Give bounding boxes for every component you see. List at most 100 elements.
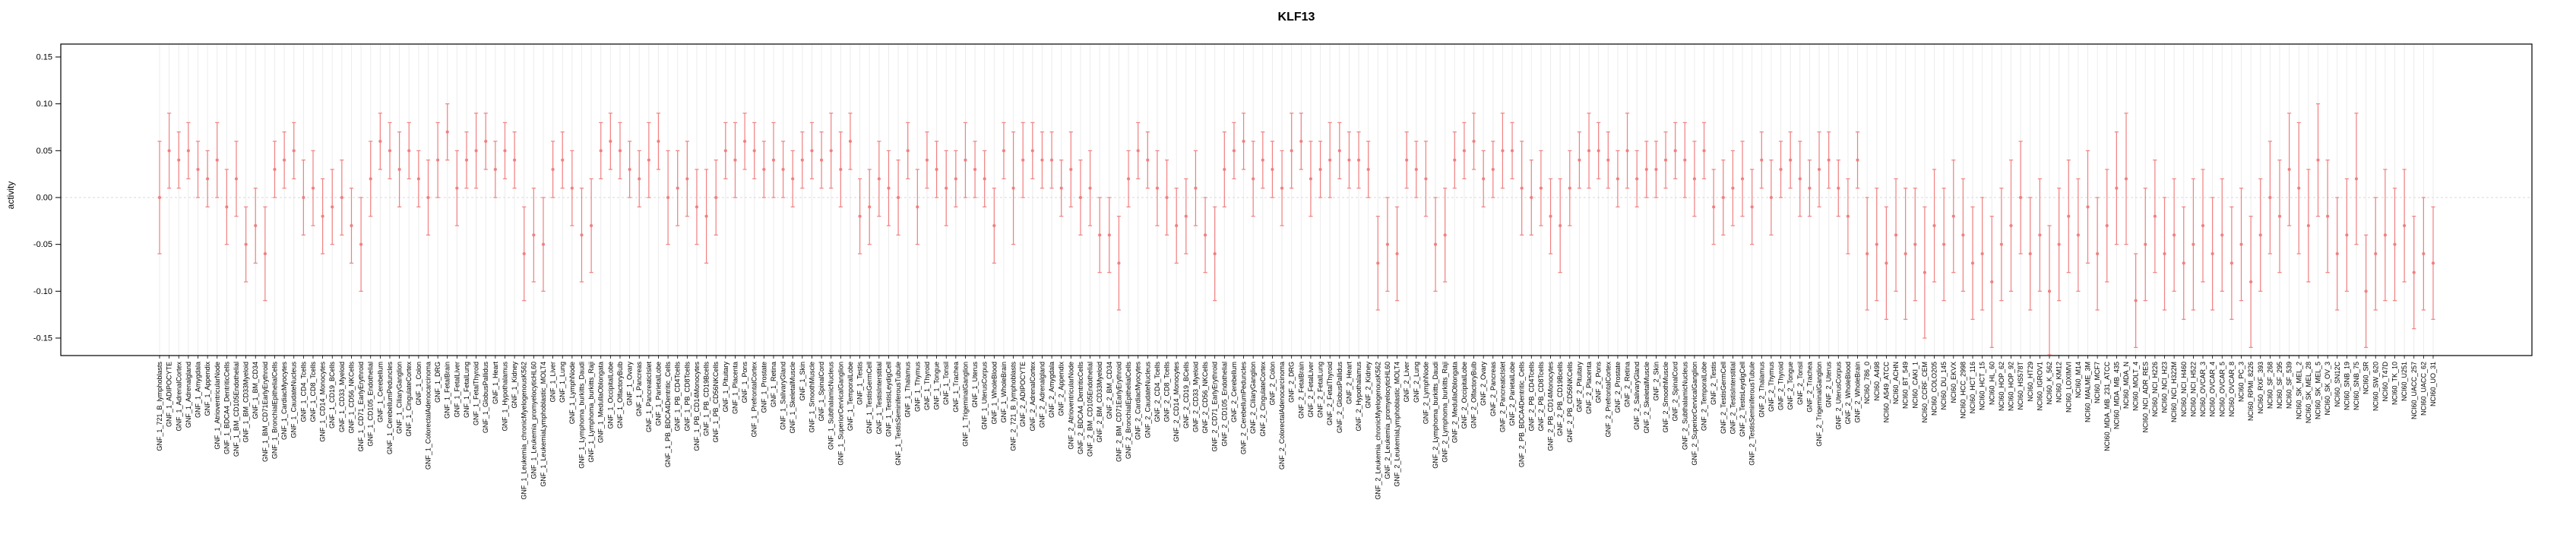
data-point	[2422, 251, 2426, 256]
data-point	[2028, 251, 2032, 256]
x-tick-label: GNF_1_FetalBrain	[444, 362, 451, 419]
x-tick-label: GNF_2_Liver	[1403, 362, 1410, 403]
data-point	[1088, 186, 1092, 190]
data-point	[1769, 195, 1774, 200]
x-tick-label: GNF_2_Thymus	[1767, 362, 1775, 413]
data-point	[1433, 242, 1438, 246]
x-tick-label: GNF_1_LymphNode	[568, 362, 576, 424]
x-tick-label: GNF_1_GlobusPallidus	[482, 362, 489, 434]
x-tick-label: NCI60_OVCAR_5	[2218, 362, 2226, 417]
data-point	[1635, 177, 1639, 181]
data-point	[916, 205, 919, 209]
data-point	[1462, 149, 1467, 153]
x-tick-label: GNF_1_CiliaryGanglion	[396, 362, 403, 434]
data-point	[762, 167, 766, 172]
x-tick-label: NCI60_CAKI_1	[1911, 362, 1919, 409]
x-tick-label: GNF_2_BM_CD71EarlyErythroid	[1115, 362, 1122, 462]
data-point	[906, 149, 910, 153]
data-point	[1970, 261, 1975, 265]
y-tick-label: 0.10	[36, 100, 52, 109]
data-point	[388, 149, 392, 153]
data-point	[234, 177, 239, 181]
x-tick-label: GNF_2_Hypothalamus	[1355, 362, 1362, 432]
data-point	[1559, 223, 1562, 228]
data-point	[1213, 251, 1217, 256]
data-point	[2210, 251, 2214, 256]
x-tick-label: NCI60_HOP_62	[1998, 362, 2005, 411]
x-tick-label: NCI60_SR	[2362, 362, 2370, 395]
x-tick-label: GNF_2_SmoothMuscle	[1662, 362, 1669, 433]
x-tick-label: GNF_1_CaudateNucleus	[290, 362, 298, 438]
x-tick-label: GNF_1_OlfactoryBulb	[616, 362, 624, 428]
x-tick-label: GNF_2_Retina	[1624, 362, 1631, 407]
x-tick-label: GNF_2_PB_CD14Monocytes	[1547, 362, 1555, 451]
data-point	[2354, 177, 2359, 181]
data-point	[800, 158, 804, 162]
plot-box	[60, 43, 2533, 356]
x-tick-label: GNF_2_LymphNode	[1422, 362, 1429, 424]
x-tick-label: NCI60_NCI_H226	[2151, 362, 2159, 417]
data-point	[2239, 242, 2243, 246]
data-point	[1337, 149, 1341, 153]
data-point	[1299, 139, 1303, 144]
x-tick-label: GNF_2_BDCA4_DentriticCells	[1077, 362, 1084, 455]
x-tick-label: GNF_2_PB_CD56NKCells	[1566, 362, 1574, 443]
data-point	[1328, 158, 1332, 162]
data-point	[1011, 186, 1015, 190]
data-point	[1817, 167, 1821, 172]
data-point	[954, 177, 957, 181]
data-point	[1683, 158, 1687, 162]
data-point	[1203, 233, 1207, 237]
data-point	[2249, 280, 2253, 284]
data-point	[1904, 251, 1907, 256]
data-point	[2144, 242, 2147, 246]
data-point	[628, 167, 631, 172]
x-tick-label: GNF_1_PB_CD19Bcells	[703, 362, 710, 437]
data-point	[1654, 167, 1658, 172]
data-point	[1405, 158, 1409, 162]
x-tick-label: GNF_1_SmoothMuscle	[808, 362, 815, 433]
data-point	[1990, 280, 1994, 284]
x-tick-label: GNF_2_AdrenalCortex	[1029, 362, 1036, 432]
x-tick-label: GNF_1_CD4_Tcells	[299, 362, 307, 422]
x-tick-label: NCI60_NCI_H460	[2180, 362, 2188, 417]
x-tick-label: GNF_2_721_B_lymphoblasts	[1010, 362, 1017, 451]
x-tick-label: NCI60_SF_295	[2276, 362, 2283, 409]
data-point	[1395, 251, 1399, 256]
data-point	[397, 167, 401, 172]
x-tick-label: GNF_1_TemporalLobe	[847, 362, 854, 431]
data-point	[2096, 251, 2100, 256]
x-tick-label: GNF_2_CerebellumPeduncles	[1240, 362, 1248, 455]
x-tick-label: GNF_2_Tongue	[1786, 362, 1794, 410]
x-tick-label: GNF_1_CardiacMyocytes	[280, 362, 288, 441]
x-tick-label: GNF_1_AdrenalCortex	[175, 362, 182, 432]
data-point	[1606, 158, 1610, 162]
x-tick-label: GNF_2_CingulateCortex	[1259, 362, 1267, 437]
x-tick-label: GNF_1_BM_CD33Myeloid	[242, 362, 250, 443]
x-tick-label: GNF_2_OccipitalLobe	[1460, 362, 1468, 429]
data-point	[2335, 251, 2339, 256]
data-point	[1721, 195, 1725, 200]
data-point	[1789, 158, 1793, 162]
x-tick-label: GNF_1_FetalThyroid	[473, 362, 480, 425]
x-tick-label: GNF_1_Tonsil	[942, 362, 950, 405]
data-point	[1271, 167, 1274, 172]
data-point	[1482, 177, 1486, 181]
data-point	[2345, 233, 2349, 237]
x-tick-label: GNF_1_SpinalCord	[818, 362, 825, 422]
data-point	[647, 158, 650, 162]
x-tick-label: NCI60_HCT_15	[1979, 362, 1986, 410]
x-tick-label: NCI60_T47D	[2381, 362, 2389, 402]
x-tick-label: GNF_1_Pancreas	[635, 362, 643, 417]
x-tick-label: GNF_2_CD56_NKCells	[1201, 362, 1209, 434]
y-tick-label: -0.05	[33, 240, 52, 249]
data-point	[1510, 149, 1514, 153]
x-tick-label: GNF_2_BronchialEpithelialCells	[1125, 362, 1132, 460]
x-tick-label: GNF_1_Adrenalgland	[185, 362, 192, 428]
x-tick-label: GNF_2_SubthalamicNucleus	[1681, 362, 1688, 451]
x-tick-label: GNF_2_CD33_Myeloid	[1191, 362, 1199, 432]
x-tick-label: GNF_1_UterusCorpus	[981, 362, 989, 430]
x-tick-label: NCI60_ACHN	[1892, 362, 1900, 404]
data-point	[1356, 158, 1361, 162]
x-tick-label: GNF_2_PB_CD19Bcells	[1556, 362, 1564, 437]
